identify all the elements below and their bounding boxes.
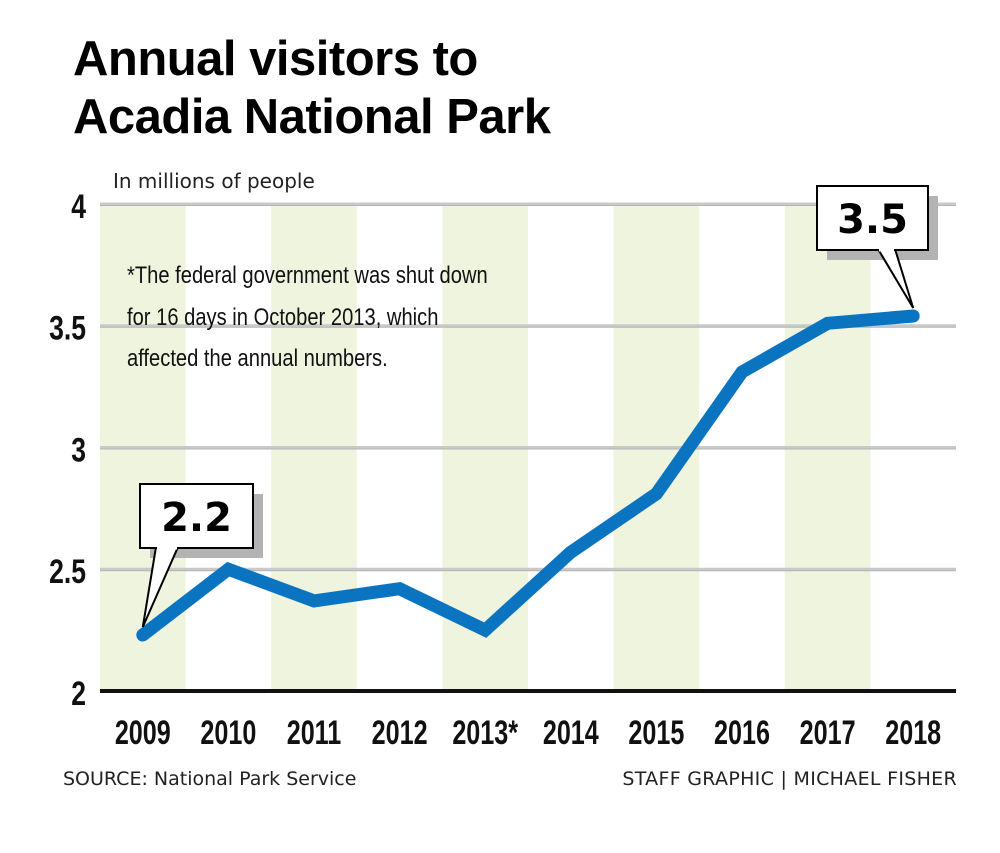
x-tick-label-2013: 2013* [452,714,518,752]
source-note: SOURCE: National Park Service [63,768,357,790]
series-line [136,309,920,642]
callout-2009: 2.2 [139,483,263,628]
callout-box [139,483,254,549]
x-tick-label-2014: 2014 [543,714,599,752]
footnote-line-1: *The federal government was shut down [127,261,488,288]
y-tick-label: 4 [71,188,86,226]
chart-title: Annual visitors to Acadia National Park [73,30,551,146]
graphic-credit: STAFF GRAPHIC | MICHAEL FISHER [622,768,957,790]
x-tick-label-2017: 2017 [800,714,856,752]
x-tick-label-2016: 2016 [714,714,770,752]
x-tick-label-2015: 2015 [628,714,684,752]
x-tick-label-2009: 2009 [115,714,171,752]
callout-label: 2.2 [161,495,232,541]
footnote-line-3: affected the annual numbers. [127,344,388,371]
title-line-2: Acadia National Park [73,90,551,144]
series-visitors [136,309,920,642]
x-tick-label-2012: 2012 [372,714,428,752]
callout-box [816,185,929,251]
unit-label: In millions of people [113,169,315,193]
y-tick-label: 3 [71,431,86,469]
x-tick-label-2010: 2010 [200,714,256,752]
callouts: 2.2 3.5 [139,185,938,628]
title-line-1: Annual visitors to [73,32,478,86]
y-tick-label: 3.5 [49,310,86,348]
callout-2018: 3.5 [816,185,938,309]
x-axis-ticks: 2009 2010 2011 2012 2013* 2014 2015 2016 2017 201… [115,714,941,752]
y-tick-label: 2 [71,675,86,713]
footnote-line-2: for 16 days in October 2013, which [127,303,438,330]
x-tick-label-2018: 2018 [885,714,941,752]
footnote-annotation: *The federal government was shut down fo… [127,261,488,371]
callout-label: 3.5 [837,197,908,243]
y-tick-label: 2.5 [49,553,86,591]
x-tick-label-2011: 2011 [287,714,342,752]
y-axis-ticks: 2 2.5 3 3.5 4 [49,188,86,713]
